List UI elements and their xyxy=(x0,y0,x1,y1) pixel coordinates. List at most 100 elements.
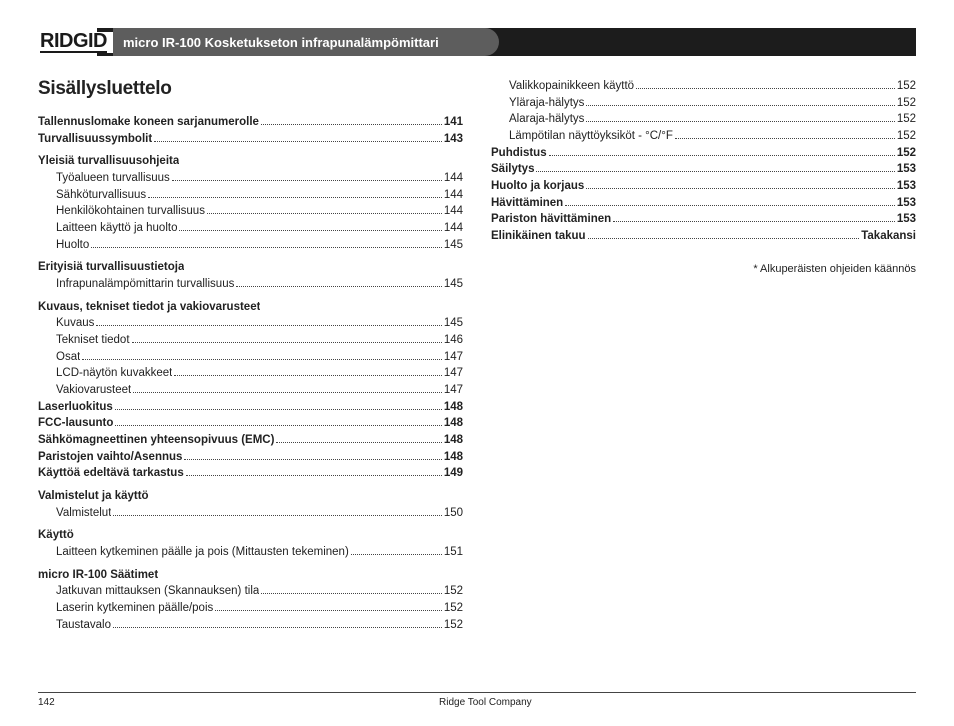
toc-entry-page: 153 xyxy=(897,178,916,195)
toc-entry-label: Elinikäinen takuu xyxy=(491,228,586,245)
toc-entry-label: Valmistelut xyxy=(38,505,111,522)
toc-entry-page: 144 xyxy=(444,187,463,204)
toc-entry-label: Laserluokitus xyxy=(38,399,113,416)
toc-entry-label: Sähkömagneettinen yhteensopivuus (EMC) xyxy=(38,432,274,449)
toc-entry-label: Tekniset tiedot xyxy=(38,332,130,349)
toc-heading: micro IR-100 Säätimet xyxy=(38,567,463,584)
brand-container: RIDGID xyxy=(38,32,113,53)
header-title-wrap: micro IR-100 Kosketukseton infrapunalämp… xyxy=(113,28,499,56)
toc-entry: Valikkopainikkeen käyttö152 xyxy=(491,78,916,95)
toc-entry: Sähkömagneettinen yhteensopivuus (EMC)14… xyxy=(38,432,463,449)
toc-leader-dots xyxy=(179,230,441,231)
toc-entry-label: Taustavalo xyxy=(38,617,111,634)
toc-entry: Käyttöä edeltävä tarkastus149 xyxy=(38,465,463,482)
toc-entry: Huolto ja korjaus153 xyxy=(491,178,916,195)
toc-entry-label: Laitteen kytkeminen päälle ja pois (Mitt… xyxy=(38,544,349,561)
page-footer: 142 Ridge Tool Company xyxy=(38,692,916,708)
toc-entry: Henkilökohtainen turvallisuus 144 xyxy=(38,203,463,220)
toc-entry-label: Huolto xyxy=(38,237,89,254)
toc-entry-page: 153 xyxy=(897,161,916,178)
toc-entry-label: Osat xyxy=(38,349,80,366)
toc-leader-dots xyxy=(351,554,442,555)
toc-entry: Työalueen turvallisuus 144 xyxy=(38,170,463,187)
toc-entry: Säilytys153 xyxy=(491,161,916,178)
toc-leader-dots xyxy=(675,138,895,139)
toc-entry: Laserin kytkeminen päälle/pois 152 xyxy=(38,600,463,617)
toc-entry: Jatkuvan mittauksen (Skannauksen) tila15… xyxy=(38,583,463,600)
toc-entry-label: Paristojen vaihto/Asennus xyxy=(38,449,182,466)
toc-heading: Käyttö xyxy=(38,527,463,544)
toc-leader-dots xyxy=(586,105,894,106)
toc-entry-label: Laserin kytkeminen päälle/pois xyxy=(38,600,213,617)
toc-entry-page: 144 xyxy=(444,170,463,187)
toc-leader-dots xyxy=(536,171,894,172)
toc-entry-page: 144 xyxy=(444,220,463,237)
toc-heading-label: micro IR-100 Säätimet xyxy=(38,567,158,584)
toc-leader-dots xyxy=(113,515,441,516)
toc-entry-page: 152 xyxy=(897,128,916,145)
toc-entry: Tallennuslomake koneen sarjanumerolle141 xyxy=(38,114,463,131)
toc-entry-page: 152 xyxy=(897,145,916,162)
toc-entry-label: LCD-näytön kuvakkeet xyxy=(38,365,172,382)
toc-entry-page: 153 xyxy=(897,195,916,212)
toc-entry: Laserluokitus 148 xyxy=(38,399,463,416)
toc-heading: Erityisiä turvallisuustietoja xyxy=(38,259,463,276)
toc-entry: Tekniset tiedot146 xyxy=(38,332,463,349)
toc-entry-page: 150 xyxy=(444,505,463,522)
toc-leader-dots xyxy=(96,325,441,326)
toc-entry: LCD-näytön kuvakkeet 147 xyxy=(38,365,463,382)
toc-entry-page: 145 xyxy=(444,276,463,293)
toc-entry-page: 148 xyxy=(444,415,463,432)
toc-entry-label: Vakiovarusteet xyxy=(38,382,131,399)
toc-entry: Yläraja-hälytys152 xyxy=(491,95,916,112)
toc-entry-page: Takakansi xyxy=(861,228,916,245)
toc-entry-label: Yläraja-hälytys xyxy=(491,95,584,112)
toc-entry-page: 152 xyxy=(444,600,463,617)
toc-entry-label: Infrapunalämpömittarin turvallisuus xyxy=(38,276,234,293)
toc-entry-label: Jatkuvan mittauksen (Skannauksen) tila xyxy=(38,583,259,600)
footer-company: Ridge Tool Company xyxy=(55,697,916,708)
toc-entry-label: Lämpötilan näyttöyksiköt - °C/°F xyxy=(491,128,673,145)
toc-title: Sisällysluettelo xyxy=(38,78,463,100)
toc-leader-dots xyxy=(172,180,442,181)
toc-entry: Vakiovarusteet 147 xyxy=(38,382,463,399)
footnote: * Alkuperäisten ohjeiden käännös xyxy=(491,263,916,275)
toc-entry-page: 148 xyxy=(444,449,463,466)
toc-entry: Laitteen kytkeminen päälle ja pois (Mitt… xyxy=(38,544,463,561)
toc-leader-dots xyxy=(549,155,895,156)
toc-entry: Pariston hävittäminen153 xyxy=(491,211,916,228)
toc-entry-page: 149 xyxy=(444,465,463,482)
toc-leader-dots xyxy=(186,475,442,476)
toc-entry-label: Turvallisuussymbolit xyxy=(38,131,152,148)
toc-leader-dots xyxy=(636,88,895,89)
toc-entry-page: 144 xyxy=(444,203,463,220)
toc-leader-dots xyxy=(91,247,442,248)
toc-entry-page: 152 xyxy=(897,78,916,95)
toc-right-column: Valikkopainikkeen käyttö152Yläraja-hälyt… xyxy=(491,78,916,633)
toc-leader-dots xyxy=(148,197,442,198)
toc-entry: Infrapunalämpömittarin turvallisuus 145 xyxy=(38,276,463,293)
toc-entry: Puhdistus152 xyxy=(491,145,916,162)
toc-entry: Laitteen käyttö ja huolto144 xyxy=(38,220,463,237)
toc-leader-dots xyxy=(261,124,442,125)
toc-entry: Kuvaus145 xyxy=(38,315,463,332)
toc-content: Sisällysluettelo Tallennuslomake koneen … xyxy=(38,78,916,633)
toc-entry-label: Sähköturvallisuus xyxy=(38,187,146,204)
toc-entry-label: Pariston hävittäminen xyxy=(491,211,611,228)
toc-entry-page: 148 xyxy=(444,399,463,416)
toc-leader-dots xyxy=(613,221,895,222)
toc-entry: Sähköturvallisuus 144 xyxy=(38,187,463,204)
toc-heading-label: Kuvaus, tekniset tiedot ja vakiovarustee… xyxy=(38,299,260,316)
toc-entry-page: 147 xyxy=(444,382,463,399)
toc-leader-dots xyxy=(82,359,442,360)
toc-leader-dots xyxy=(133,392,442,393)
toc-entry-label: Tallennuslomake koneen sarjanumerolle xyxy=(38,114,259,131)
toc-entry: Valmistelut 150 xyxy=(38,505,463,522)
toc-left-column: Sisällysluettelo Tallennuslomake koneen … xyxy=(38,78,463,633)
toc-entry: Turvallisuussymbolit143 xyxy=(38,131,463,148)
toc-entry-label: Henkilökohtainen turvallisuus xyxy=(38,203,205,220)
toc-entry-label: Työalueen turvallisuus xyxy=(38,170,170,187)
toc-heading-label: Käyttö xyxy=(38,527,74,544)
toc-leader-dots xyxy=(115,425,441,426)
toc-entry-page: 147 xyxy=(444,365,463,382)
